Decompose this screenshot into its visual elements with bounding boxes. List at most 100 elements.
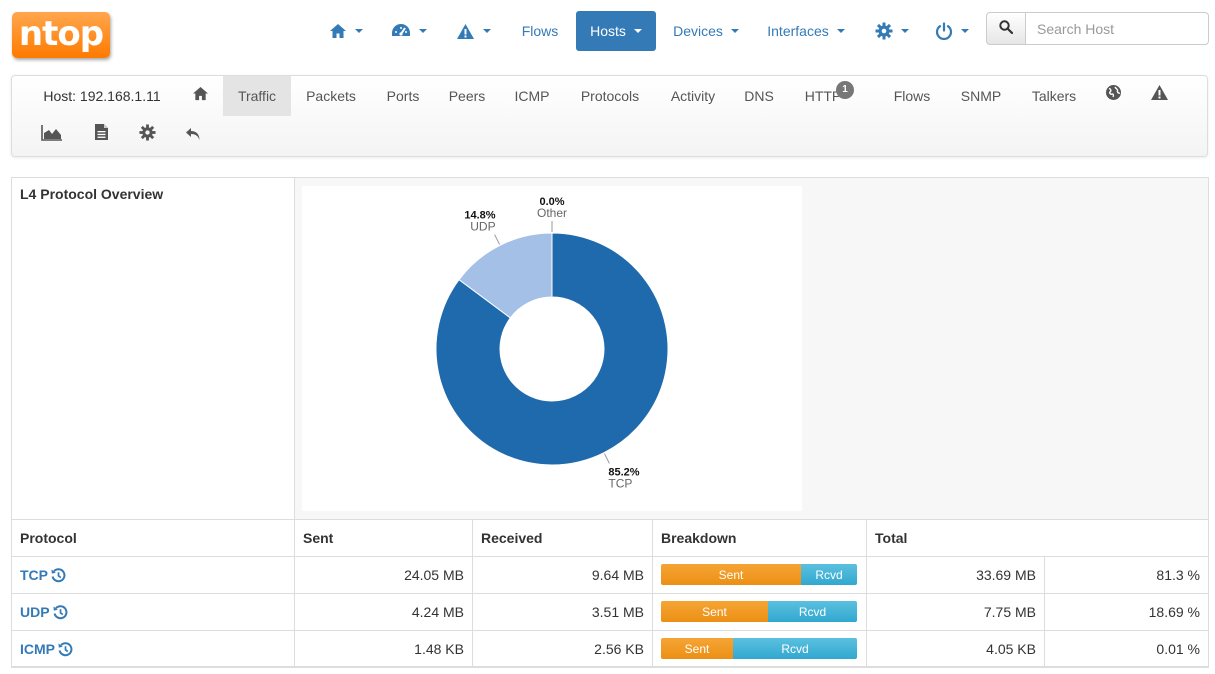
- tab-traffic[interactable]: Traffic: [223, 76, 291, 116]
- col-protocol-header: Protocol: [12, 520, 295, 557]
- dashboard-menu[interactable]: [382, 11, 436, 51]
- percent-value: 18.69 %: [1045, 594, 1208, 631]
- tab-activity[interactable]: Activity: [670, 88, 716, 104]
- pie-value-tcp: 85.2%: [608, 466, 639, 478]
- chevron-down-icon: [836, 29, 845, 33]
- host-label: Host: 192.168.1.11: [43, 88, 161, 104]
- breakdown-cell: Sent Rcvd: [653, 631, 867, 667]
- tab-packets[interactable]: Packets: [306, 88, 356, 104]
- chevron-down-icon: [355, 29, 363, 33]
- search-button[interactable]: [986, 12, 1026, 45]
- top-navbar: ntop Flows Hosts Devices Interfaces: [0, 0, 1215, 66]
- devices-menu[interactable]: Devices: [664, 11, 748, 51]
- home-icon: [329, 23, 347, 39]
- search-icon: [999, 20, 1014, 37]
- sent-bar-segment: Sent: [661, 638, 733, 659]
- gear-icon: [875, 22, 893, 40]
- received-value: 3.51 MB: [473, 594, 653, 631]
- pie-label-tcp: TCP: [608, 476, 632, 490]
- pie-value-other: 0.0%: [539, 196, 564, 208]
- tab-dns[interactable]: DNS: [744, 88, 774, 104]
- tab-http-label: HTTP: [804, 88, 842, 104]
- l4-protocol-donut-chart: 85.2%TCP 14.8%UDP 0.0%Other: [435, 196, 669, 490]
- ntop-logo[interactable]: ntop: [12, 12, 110, 58]
- chevron-down-icon: [419, 29, 427, 33]
- interfaces-menu[interactable]: Interfaces: [758, 11, 854, 51]
- chevron-down-icon: [482, 29, 491, 33]
- tab-flows[interactable]: Flows: [893, 88, 931, 104]
- pie-value-udp: 14.8%: [464, 210, 495, 222]
- total-value: 7.75 MB: [867, 594, 1045, 631]
- rcvd-bar-segment: Rcvd: [801, 564, 857, 585]
- received-value: 2.56 KB: [473, 631, 653, 667]
- tab-protocols[interactable]: Protocols: [580, 88, 640, 104]
- http-badge: 1: [836, 81, 854, 99]
- tab-peers[interactable]: Peers: [448, 88, 486, 104]
- history-icon[interactable]: [53, 604, 68, 620]
- rcvd-bar-segment: Rcvd: [733, 638, 857, 659]
- host-config-link[interactable]: [130, 116, 164, 156]
- rcvd-bar-segment: Rcvd: [768, 601, 857, 622]
- tab-icmp[interactable]: ICMP: [514, 88, 550, 104]
- chevron-down-icon: [961, 29, 969, 33]
- history-icon[interactable]: [51, 567, 66, 583]
- home-menu[interactable]: [320, 11, 372, 51]
- gear-icon: [138, 116, 156, 156]
- tab-snmp[interactable]: SNMP: [960, 88, 1002, 104]
- protocol-cell: ICMP: [12, 631, 295, 667]
- tab-http[interactable]: HTTP 1: [798, 76, 854, 116]
- protocol-link[interactable]: TCP: [20, 567, 48, 583]
- breakdown-cell: Sent Rcvd: [653, 557, 867, 594]
- pie-label-other: Other: [537, 206, 567, 220]
- historical-chart-link[interactable]: [34, 116, 70, 156]
- sent-bar-segment: Sent: [661, 564, 801, 585]
- host-alerts-link[interactable]: [1142, 76, 1176, 116]
- back-link[interactable]: [176, 116, 210, 156]
- pie-leader-udp: [494, 234, 500, 245]
- sent-value: 1.48 KB: [295, 631, 473, 667]
- col-total-header: Total: [867, 520, 1208, 557]
- globe-icon: [1105, 76, 1122, 116]
- total-value: 33.69 MB: [867, 557, 1045, 594]
- geomap-link[interactable]: [1096, 76, 1130, 116]
- col-received-header: Received: [473, 520, 653, 557]
- tab-talkers[interactable]: Talkers: [1031, 88, 1077, 104]
- sent-value: 4.24 MB: [295, 594, 473, 631]
- protocol-link[interactable]: ICMP: [20, 640, 55, 657]
- chevron-down-icon: [633, 29, 642, 33]
- power-menu[interactable]: [926, 11, 978, 51]
- protocol-overview-panel: L4 Protocol Overview 85.2% TCP 14.8% UDP 0.0…: [11, 177, 1209, 668]
- undo-icon: [185, 116, 201, 156]
- pie-slice-tcp[interactable]: [435, 232, 669, 466]
- percent-value: 0.01 %: [1045, 631, 1208, 667]
- file-icon: [94, 116, 109, 156]
- tab-ports[interactable]: Ports: [386, 88, 420, 104]
- home-icon: [192, 76, 209, 116]
- chevron-down-icon: [901, 29, 909, 33]
- search-host-input[interactable]: [1025, 12, 1209, 45]
- warning-icon: [456, 23, 475, 40]
- received-value: 9.64 MB: [473, 557, 653, 594]
- l4-overview-label: L4 Protocol Overview: [12, 178, 295, 520]
- breakdown-bar: Sent Rcvd: [661, 564, 857, 585]
- alerts-menu[interactable]: [446, 11, 500, 51]
- flows-link[interactable]: Flows: [521, 23, 559, 39]
- host-navbar: Host: 192.168.1.11 Traffic Packets Ports…: [11, 75, 1208, 157]
- percent-value: 81.3 %: [1045, 557, 1208, 594]
- hosts-menu[interactable]: Hosts: [576, 11, 656, 51]
- pie-label-udp: UDP: [470, 220, 495, 234]
- host-home-link[interactable]: [182, 76, 218, 116]
- warning-icon: [1150, 76, 1169, 116]
- col-sent-header: Sent: [295, 520, 473, 557]
- power-icon: [935, 22, 953, 40]
- history-icon[interactable]: [58, 641, 73, 657]
- report-link[interactable]: [84, 116, 118, 156]
- breakdown-bar: Sent Rcvd: [661, 638, 857, 659]
- col-breakdown-header: Breakdown: [653, 520, 867, 557]
- interfaces-label: Interfaces: [767, 23, 829, 39]
- protocol-cell: UDP: [12, 594, 295, 631]
- settings-menu[interactable]: [866, 11, 918, 51]
- total-value: 4.05 KB: [867, 631, 1045, 667]
- pie-slice-udp[interactable]: [458, 232, 553, 319]
- protocol-link[interactable]: UDP: [20, 604, 50, 620]
